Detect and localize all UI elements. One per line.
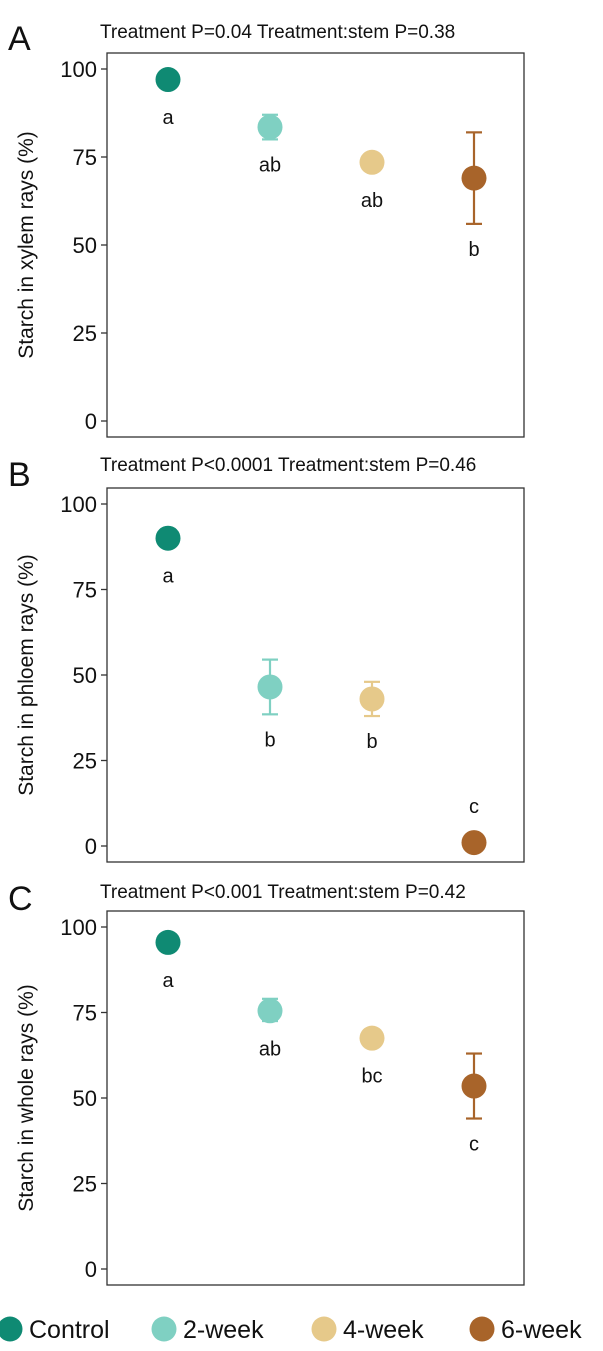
legend-label: 2-week <box>183 1316 264 1344</box>
data-point <box>257 674 283 700</box>
y-tick-label: 100 <box>60 915 97 940</box>
data-point <box>359 686 385 712</box>
significance-letter: b <box>468 239 479 261</box>
panel-label: A <box>8 20 31 58</box>
stats-subtitle: Treatment P=0.04 Treatment:stem P=0.38 <box>100 22 455 43</box>
stats-subtitle: Treatment P<0.001 Treatment:stem P=0.42 <box>100 882 466 903</box>
significance-letter: a <box>162 970 174 992</box>
y-tick-label: 50 <box>73 1086 97 1111</box>
data-point <box>257 114 283 140</box>
y-axis-title: Starch in xylem rays (%) <box>15 131 38 359</box>
significance-letter: ab <box>259 155 281 177</box>
significance-letter: a <box>162 566 174 588</box>
y-tick-label: 75 <box>73 145 97 170</box>
data-point <box>359 1025 385 1051</box>
legend-label: 4-week <box>343 1316 424 1344</box>
significance-letter: bc <box>361 1066 382 1088</box>
y-tick-label: 100 <box>60 57 97 82</box>
significance-letter: b <box>264 729 275 751</box>
significance-letter: c <box>469 796 479 818</box>
legend-marker <box>469 1316 495 1342</box>
significance-letter: a <box>162 107 174 129</box>
data-point <box>461 1073 487 1099</box>
data-point <box>461 165 487 191</box>
y-tick-label: 0 <box>85 409 97 434</box>
panel-label: B <box>8 456 31 494</box>
legend-marker <box>151 1316 177 1342</box>
y-tick-label: 25 <box>73 321 97 346</box>
legend-marker <box>0 1316 23 1342</box>
data-point <box>155 67 181 93</box>
y-axis-title: Starch in phloem rays (%) <box>15 554 38 796</box>
y-tick-label: 0 <box>85 834 97 859</box>
y-tick-label: 50 <box>73 663 97 688</box>
y-tick-label: 25 <box>73 1172 97 1197</box>
data-point <box>155 929 181 955</box>
legend-label: Control <box>29 1316 110 1344</box>
y-tick-label: 25 <box>73 749 97 774</box>
legend-label: 6-week <box>501 1316 582 1344</box>
y-tick-label: 100 <box>60 492 97 517</box>
data-point <box>461 830 487 856</box>
data-point <box>155 525 181 551</box>
panel-label: C <box>8 880 33 918</box>
significance-letter: ab <box>361 190 383 212</box>
legend-marker <box>311 1316 337 1342</box>
stats-subtitle: Treatment P<0.0001 Treatment:stem P=0.46 <box>100 455 476 476</box>
y-axis-title: Starch in whole rays (%) <box>15 984 38 1212</box>
y-tick-label: 75 <box>73 1001 97 1026</box>
y-tick-label: 75 <box>73 578 97 603</box>
y-tick-label: 50 <box>73 233 97 258</box>
y-tick-label: 0 <box>85 1257 97 1282</box>
significance-letter: b <box>366 731 377 753</box>
significance-letter: c <box>469 1134 479 1156</box>
data-point <box>257 998 283 1024</box>
data-point <box>359 149 385 175</box>
significance-letter: ab <box>259 1038 281 1060</box>
panel-frame <box>106 910 525 1286</box>
